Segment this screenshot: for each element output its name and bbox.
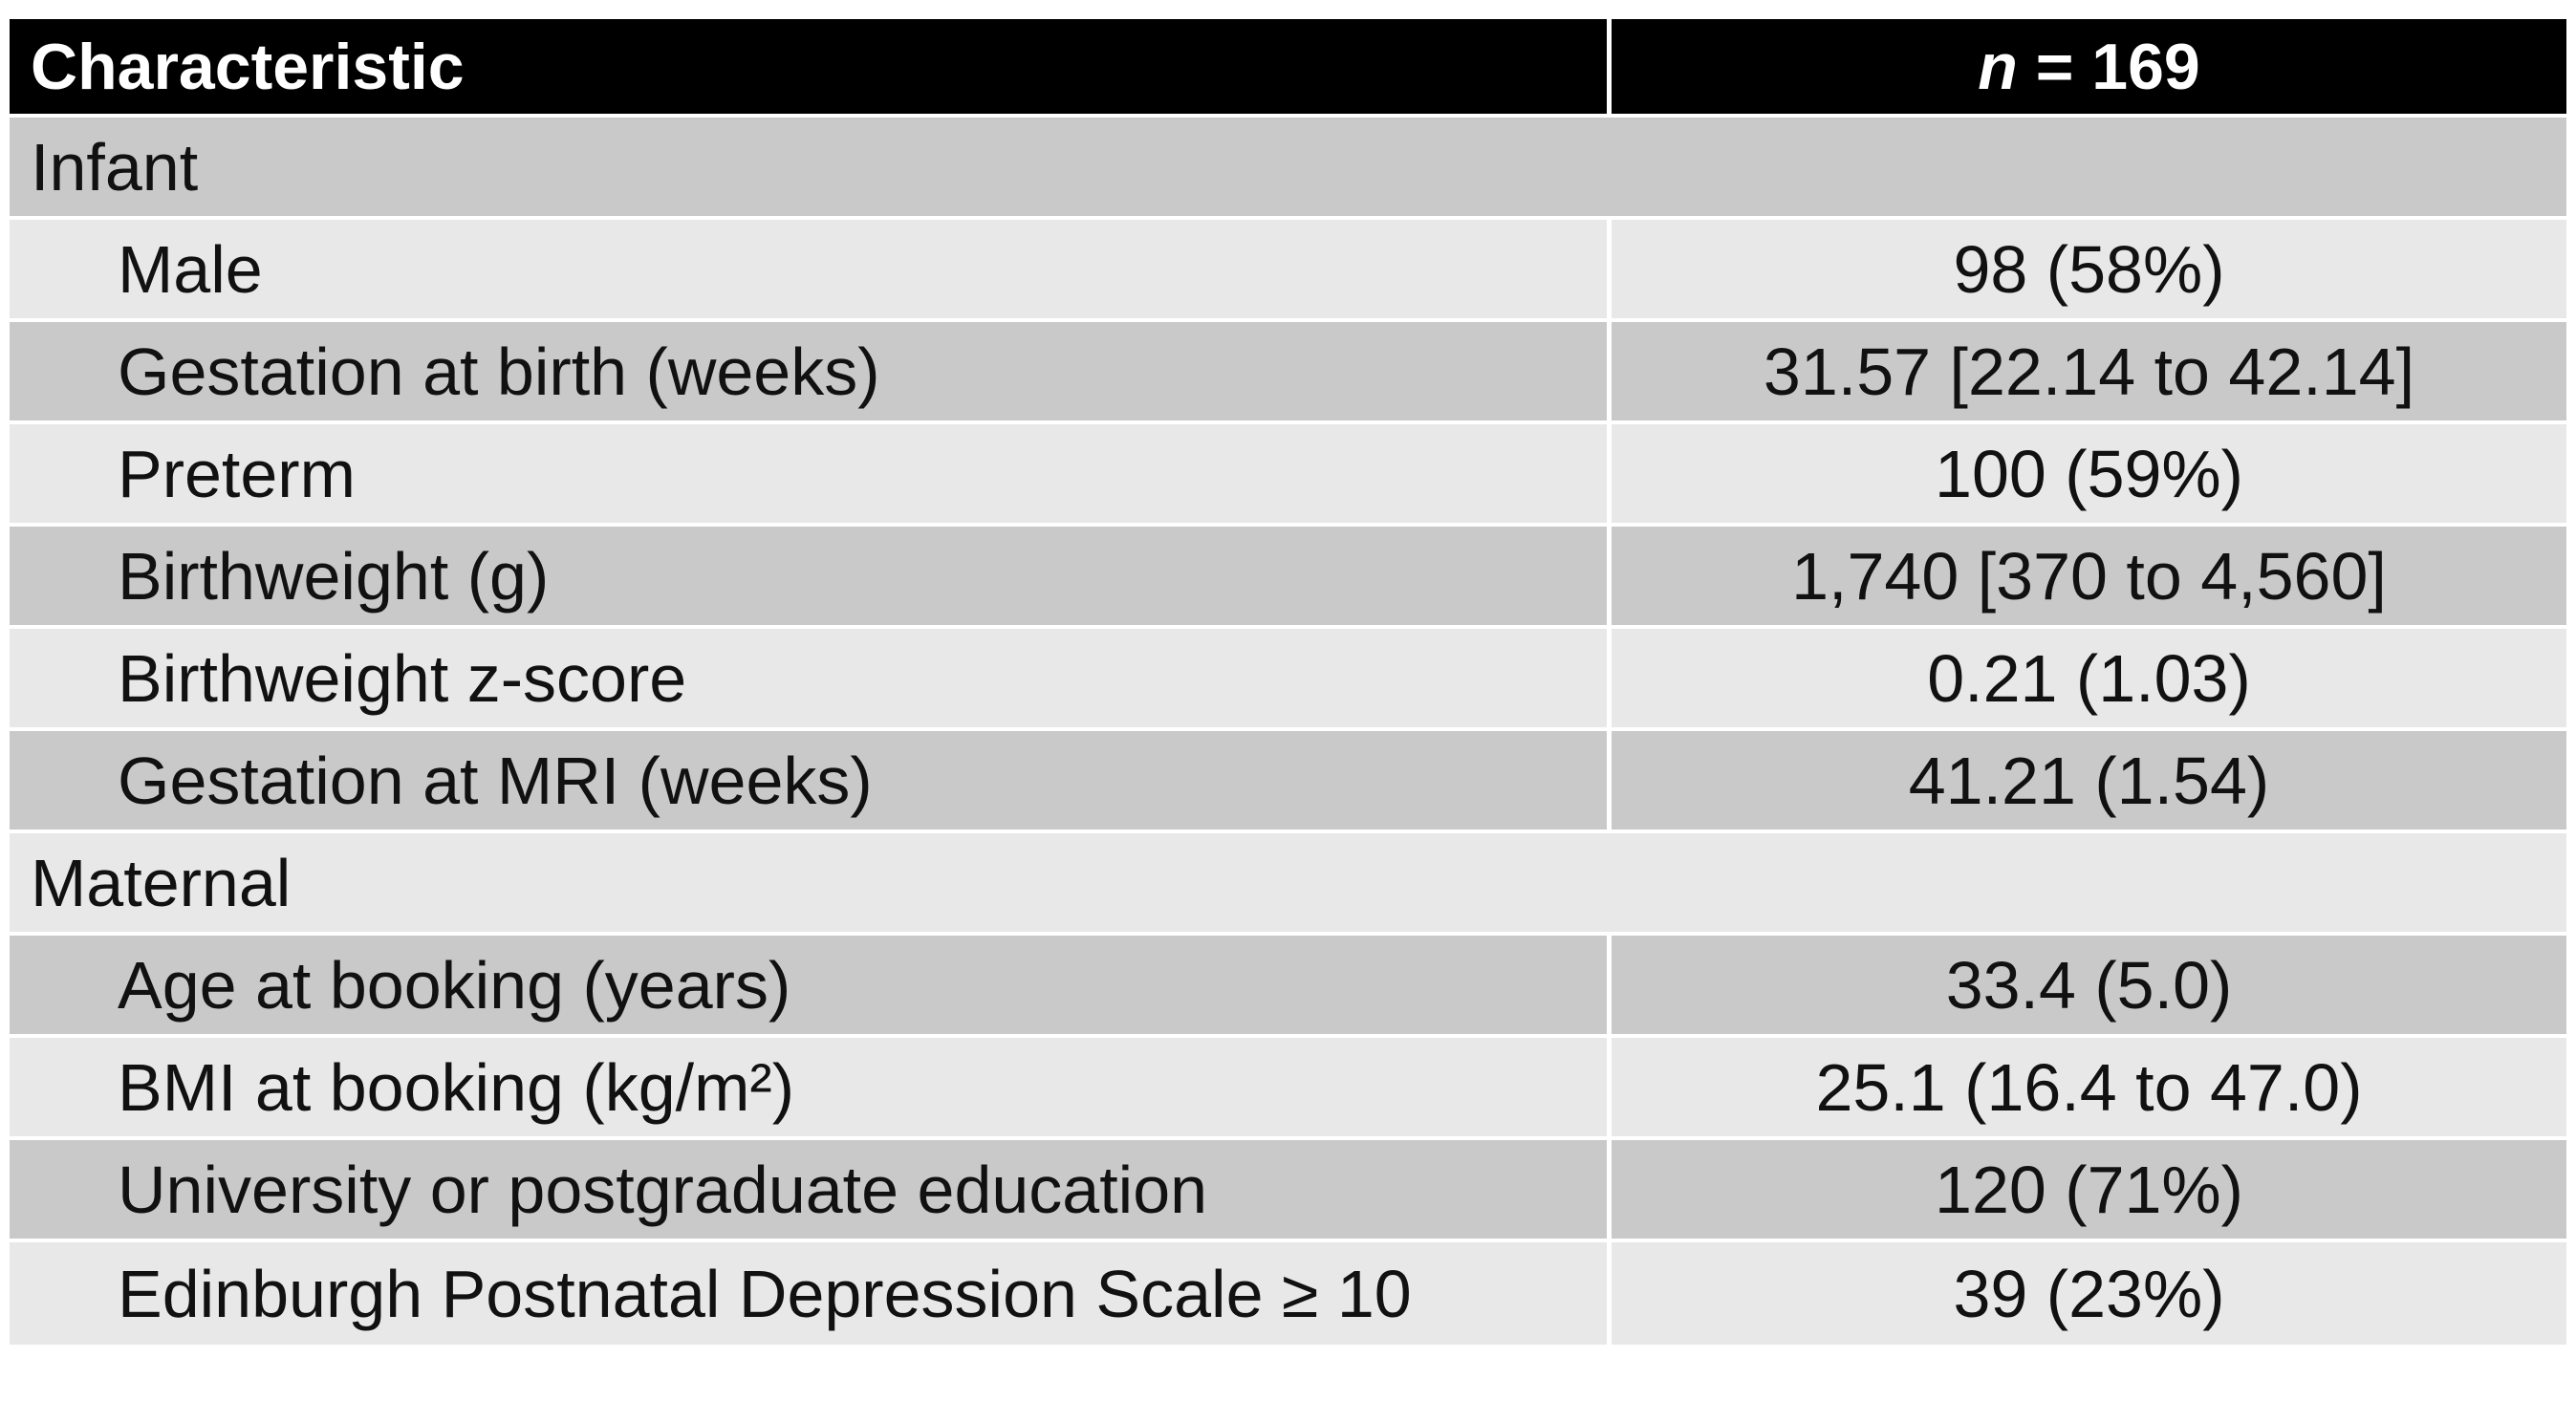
row-label: Age at booking (years): [10, 936, 1612, 1034]
characteristics-table: Characteristic n = 169 Infant Male 98 (5…: [10, 19, 2566, 1345]
header-n-value: = 169: [2017, 30, 2200, 103]
row-value: 1,740 [370 to 4,560]: [1612, 527, 2566, 625]
header-n: n = 169: [1612, 19, 2566, 114]
row-label: Gestation at birth (weeks): [10, 322, 1612, 420]
row-label: Preterm: [10, 424, 1612, 523]
header-n-label: n: [1978, 30, 2018, 103]
row-value: 39 (23%): [1612, 1242, 2566, 1345]
table-row: Gestation at MRI (weeks) 41.21 (1.54): [10, 731, 2566, 833]
table-row: Age at booking (years) 33.4 (5.0): [10, 936, 2566, 1038]
table-row: Birthweight (g) 1,740 [370 to 4,560]: [10, 527, 2566, 629]
row-value: 100 (59%): [1612, 424, 2566, 523]
header-characteristic: Characteristic: [10, 19, 1612, 114]
table-row: Gestation at birth (weeks) 31.57 [22.14 …: [10, 322, 2566, 424]
row-label: Birthweight z-score: [10, 629, 1612, 727]
row-label: Birthweight (g): [10, 527, 1612, 625]
table-row: Male 98 (58%): [10, 220, 2566, 322]
row-value: 120 (71%): [1612, 1140, 2566, 1239]
table-row: University or postgraduate education 120…: [10, 1140, 2566, 1242]
row-value: 98 (58%): [1612, 220, 2566, 318]
row-value: 25.1 (16.4 to 47.0): [1612, 1038, 2566, 1136]
row-label: Edinburgh Postnatal Depression Scale ≥ 1…: [10, 1242, 1612, 1345]
table-row: Preterm 100 (59%): [10, 424, 2566, 527]
row-label: University or postgraduate education: [10, 1140, 1612, 1239]
section-title: Infant: [10, 118, 2566, 216]
table-row: BMI at booking (kg/m²) 25.1 (16.4 to 47.…: [10, 1038, 2566, 1140]
row-value: 33.4 (5.0): [1612, 936, 2566, 1034]
row-value: 31.57 [22.14 to 42.14]: [1612, 322, 2566, 420]
row-label: Male: [10, 220, 1612, 318]
row-value: 41.21 (1.54): [1612, 731, 2566, 830]
table-row: Birthweight z-score 0.21 (1.03): [10, 629, 2566, 731]
row-label: BMI at booking (kg/m²): [10, 1038, 1612, 1136]
section-row-maternal: Maternal: [10, 833, 2566, 936]
table-row: Edinburgh Postnatal Depression Scale ≥ 1…: [10, 1242, 2566, 1345]
section-row-infant: Infant: [10, 118, 2566, 220]
row-value: 0.21 (1.03): [1612, 629, 2566, 727]
row-label: Gestation at MRI (weeks): [10, 731, 1612, 830]
table-header-row: Characteristic n = 169: [10, 19, 2566, 118]
section-title: Maternal: [10, 833, 2566, 932]
